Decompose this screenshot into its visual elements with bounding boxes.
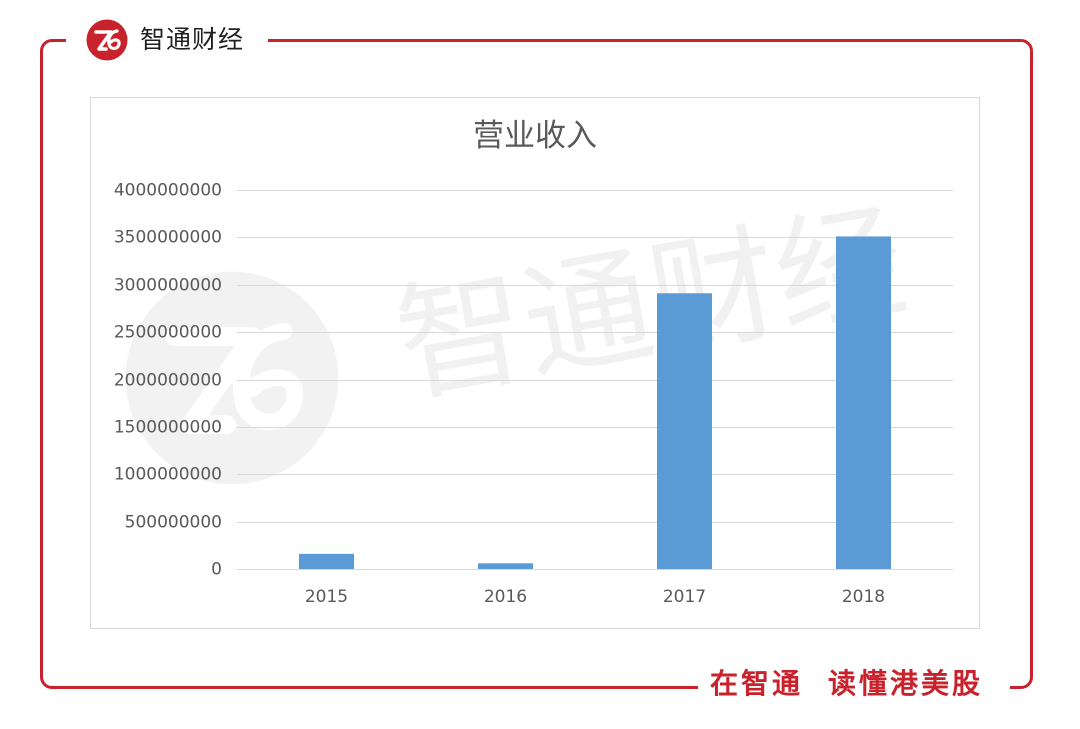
y-tick-label: 3000000000	[114, 276, 222, 296]
y-tick-label: 1500000000	[114, 418, 222, 438]
x-tick-label: 2016	[484, 587, 527, 607]
slogan-part-2: 读懂港美股	[828, 667, 984, 700]
red-frame	[40, 39, 1033, 689]
bar-2017	[657, 293, 712, 569]
watermark-logo-icon	[125, 271, 339, 485]
bar-chart: 4000000000 3500000000 3000000000 2500000000…	[114, 181, 953, 607]
y-tick-label: 4000000000	[114, 181, 222, 201]
bar-2016	[478, 563, 533, 569]
chart-panel: 智通财经 营业收入 4000000000 3500000000 3000000000…	[90, 97, 980, 629]
x-tick-label: 2015	[305, 587, 348, 607]
y-tick-label: 0	[211, 560, 222, 580]
bar-2018	[836, 236, 891, 570]
y-tick-label: 2000000000	[114, 371, 222, 391]
y-tick-label: 500000000	[125, 513, 222, 533]
y-tick-label: 2500000000	[114, 323, 222, 343]
y-tick-label: 1000000000	[114, 465, 222, 485]
chart-title: 营业收入	[473, 118, 597, 154]
x-tick-label: 2018	[842, 587, 885, 607]
zhitong-logo-icon	[86, 19, 128, 61]
slogan-part-1: 在智通	[710, 667, 804, 700]
brand-header: 智通财经	[66, 18, 268, 62]
slogan: 在智通 读懂港美股	[698, 662, 1010, 706]
brand-name: 智通财经	[140, 25, 245, 54]
y-tick-label: 3500000000	[114, 228, 222, 248]
bar-2015	[299, 553, 354, 569]
x-tick-label: 2017	[663, 587, 706, 607]
